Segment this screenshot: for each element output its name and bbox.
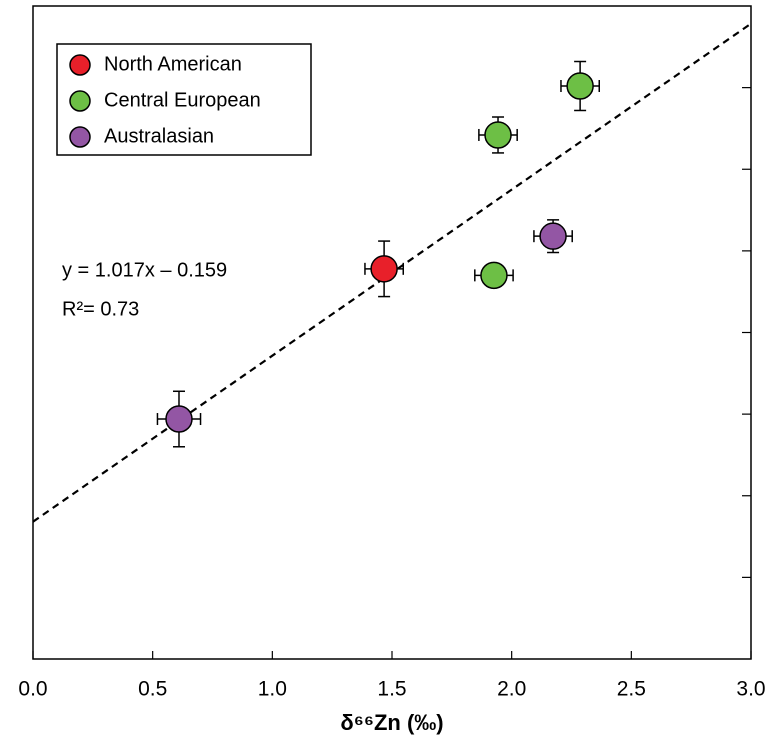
point (566, 72, 594, 100)
fit-r2: R²= 0.73 (62, 298, 139, 320)
x-tick-label: 3.0 (736, 678, 765, 701)
x-tick-label: 2.5 (617, 678, 646, 701)
legend-marker (69, 90, 91, 112)
point (484, 121, 512, 149)
legend-label: Central European (104, 89, 261, 111)
x-tick-label: 0.0 (18, 678, 47, 701)
x-tick-label: 2.0 (497, 678, 526, 701)
x-tick-label: 1.0 (258, 678, 287, 701)
legend-label: North American (104, 53, 242, 75)
fit-equation: y = 1.017x – 0.159 (62, 259, 227, 281)
legend-marker (69, 54, 91, 76)
legend-marker (69, 126, 91, 148)
x-tick-label: 1.5 (377, 678, 406, 701)
legend-box (56, 43, 312, 156)
x-axis-label: δ⁶⁶Zn (‰) (340, 710, 443, 735)
x-tick-label: 0.5 (138, 678, 167, 701)
point (370, 255, 398, 283)
legend-label: Australasian (104, 125, 214, 147)
point (539, 222, 567, 250)
point (165, 405, 193, 433)
point (480, 261, 508, 290)
